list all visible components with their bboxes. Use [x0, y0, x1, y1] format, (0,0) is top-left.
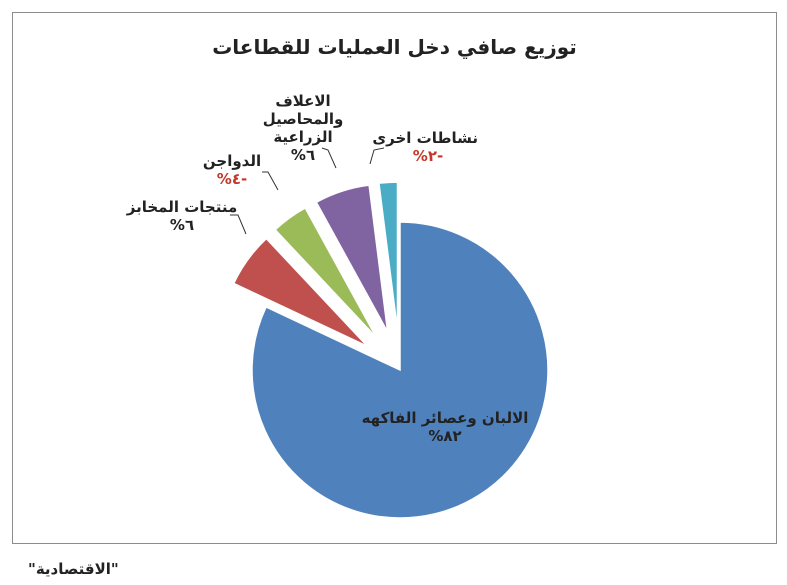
label-dairy: الالبان وعصائر الفاكهه ٨٢% — [360, 409, 530, 445]
label-poultry-value: -٤% — [216, 170, 248, 188]
label-feed-value: ٦% — [290, 146, 316, 164]
label-dairy-name: الالبان وعصائر الفاكهه — [361, 409, 529, 427]
slice-bakery — [232, 237, 369, 348]
label-feed: الاعلاف والمحاصيل الزراعية ٦% — [238, 92, 368, 164]
label-other: نشاطات اخرى -٢% — [372, 129, 478, 165]
label-bakery-value: ٦% — [169, 216, 195, 234]
label-bakery-name: منتجات المخابز — [126, 198, 238, 216]
label-other-name: نشاطات اخرى — [372, 129, 478, 147]
chart-title: توزيع صافي دخل العمليات للقطاعات — [212, 35, 577, 59]
label-feed-name: الاعلاف والمحاصيل الزراعية — [262, 92, 344, 146]
label-bakery: منتجات المخابز ٦% — [126, 198, 238, 234]
leader-line-feed — [321, 147, 337, 169]
label-other-value: -٢% — [412, 147, 444, 165]
leader-line-poultry — [262, 171, 279, 191]
label-poultry-name: الدواجن — [202, 152, 262, 170]
slice-feed — [315, 184, 389, 333]
leader-line-other — [369, 147, 385, 165]
slice-poultry — [274, 206, 378, 339]
leader-line-bakery — [230, 214, 247, 235]
source-credit: "الاقتصادية" — [28, 560, 119, 578]
label-poultry: الدواجن -٤% — [196, 152, 268, 188]
slice-dairy — [251, 221, 549, 519]
slice-other — [378, 181, 399, 331]
label-dairy-value: ٨٢% — [428, 427, 462, 445]
